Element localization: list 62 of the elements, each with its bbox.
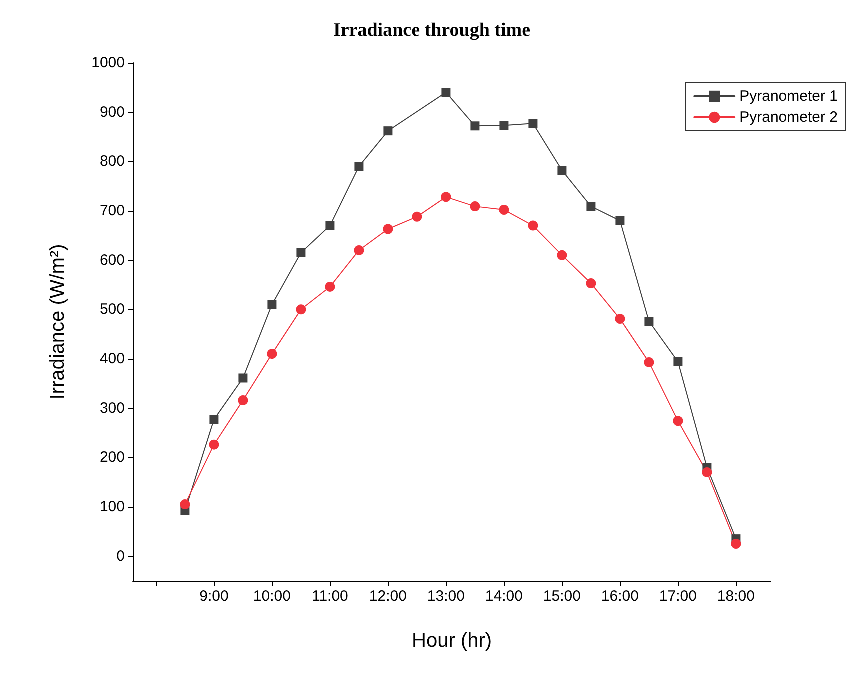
y-tick-label: 0	[116, 548, 125, 565]
point	[557, 250, 568, 260]
point	[354, 245, 364, 256]
point	[238, 374, 248, 383]
point	[470, 122, 480, 131]
x-tick-label: 13:00	[427, 588, 465, 605]
x-tick-label: 11:00	[312, 588, 348, 605]
point	[644, 317, 654, 326]
point	[383, 224, 394, 234]
x-tick-label: 14:00	[485, 588, 523, 605]
y-tick-label: 1000	[92, 54, 125, 72]
point	[268, 300, 277, 310]
point	[470, 202, 480, 212]
y-tick-label: 500	[100, 301, 125, 318]
point	[528, 119, 538, 128]
y-tick-label: 700	[100, 202, 125, 220]
legend-label: Pyranometer 1	[740, 88, 838, 105]
y-tick-label: 200	[100, 449, 125, 466]
point	[209, 440, 220, 450]
point	[325, 282, 336, 292]
x-tick-label: 17:00	[659, 588, 697, 605]
point	[586, 278, 596, 289]
point	[702, 467, 712, 478]
point	[210, 415, 219, 424]
y-tick-label: 900	[100, 104, 125, 121]
point	[615, 314, 626, 324]
point	[354, 162, 364, 172]
chart-title: Irradiance through time	[333, 20, 531, 41]
point	[644, 357, 654, 368]
x-tick-label: 9:00	[200, 588, 229, 605]
point	[528, 220, 538, 231]
x-axis-title: Hour (hr)	[412, 630, 492, 652]
x-tick-label: 18:00	[717, 588, 755, 605]
point	[442, 88, 451, 98]
point	[326, 221, 335, 230]
point	[499, 205, 510, 216]
point	[267, 349, 278, 360]
x-tick-label: 10:00	[253, 588, 291, 605]
point	[731, 539, 742, 549]
point	[558, 166, 567, 176]
x-tick-label: 16:00	[601, 588, 639, 605]
point	[673, 416, 684, 426]
point	[180, 500, 190, 510]
point	[238, 395, 248, 406]
point	[412, 212, 422, 222]
point	[441, 192, 452, 202]
x-tick-label: 12:00	[369, 588, 407, 605]
point	[674, 357, 683, 366]
y-tick-label: 800	[100, 153, 125, 170]
point	[296, 248, 306, 258]
point	[500, 121, 509, 130]
y-tick-label: 400	[100, 350, 125, 368]
point	[296, 304, 306, 315]
y-tick-label: 600	[100, 252, 125, 269]
point	[586, 202, 596, 212]
point	[384, 126, 393, 136]
x-tick-label: 15:00	[543, 588, 581, 605]
y-tick-label: 300	[100, 400, 125, 417]
legend-label: Pyranometer 2	[740, 109, 838, 126]
y-axis-title: Irradiance (W/m²)	[47, 244, 69, 400]
y-tick-label: 100	[100, 498, 125, 516]
point	[616, 216, 625, 226]
